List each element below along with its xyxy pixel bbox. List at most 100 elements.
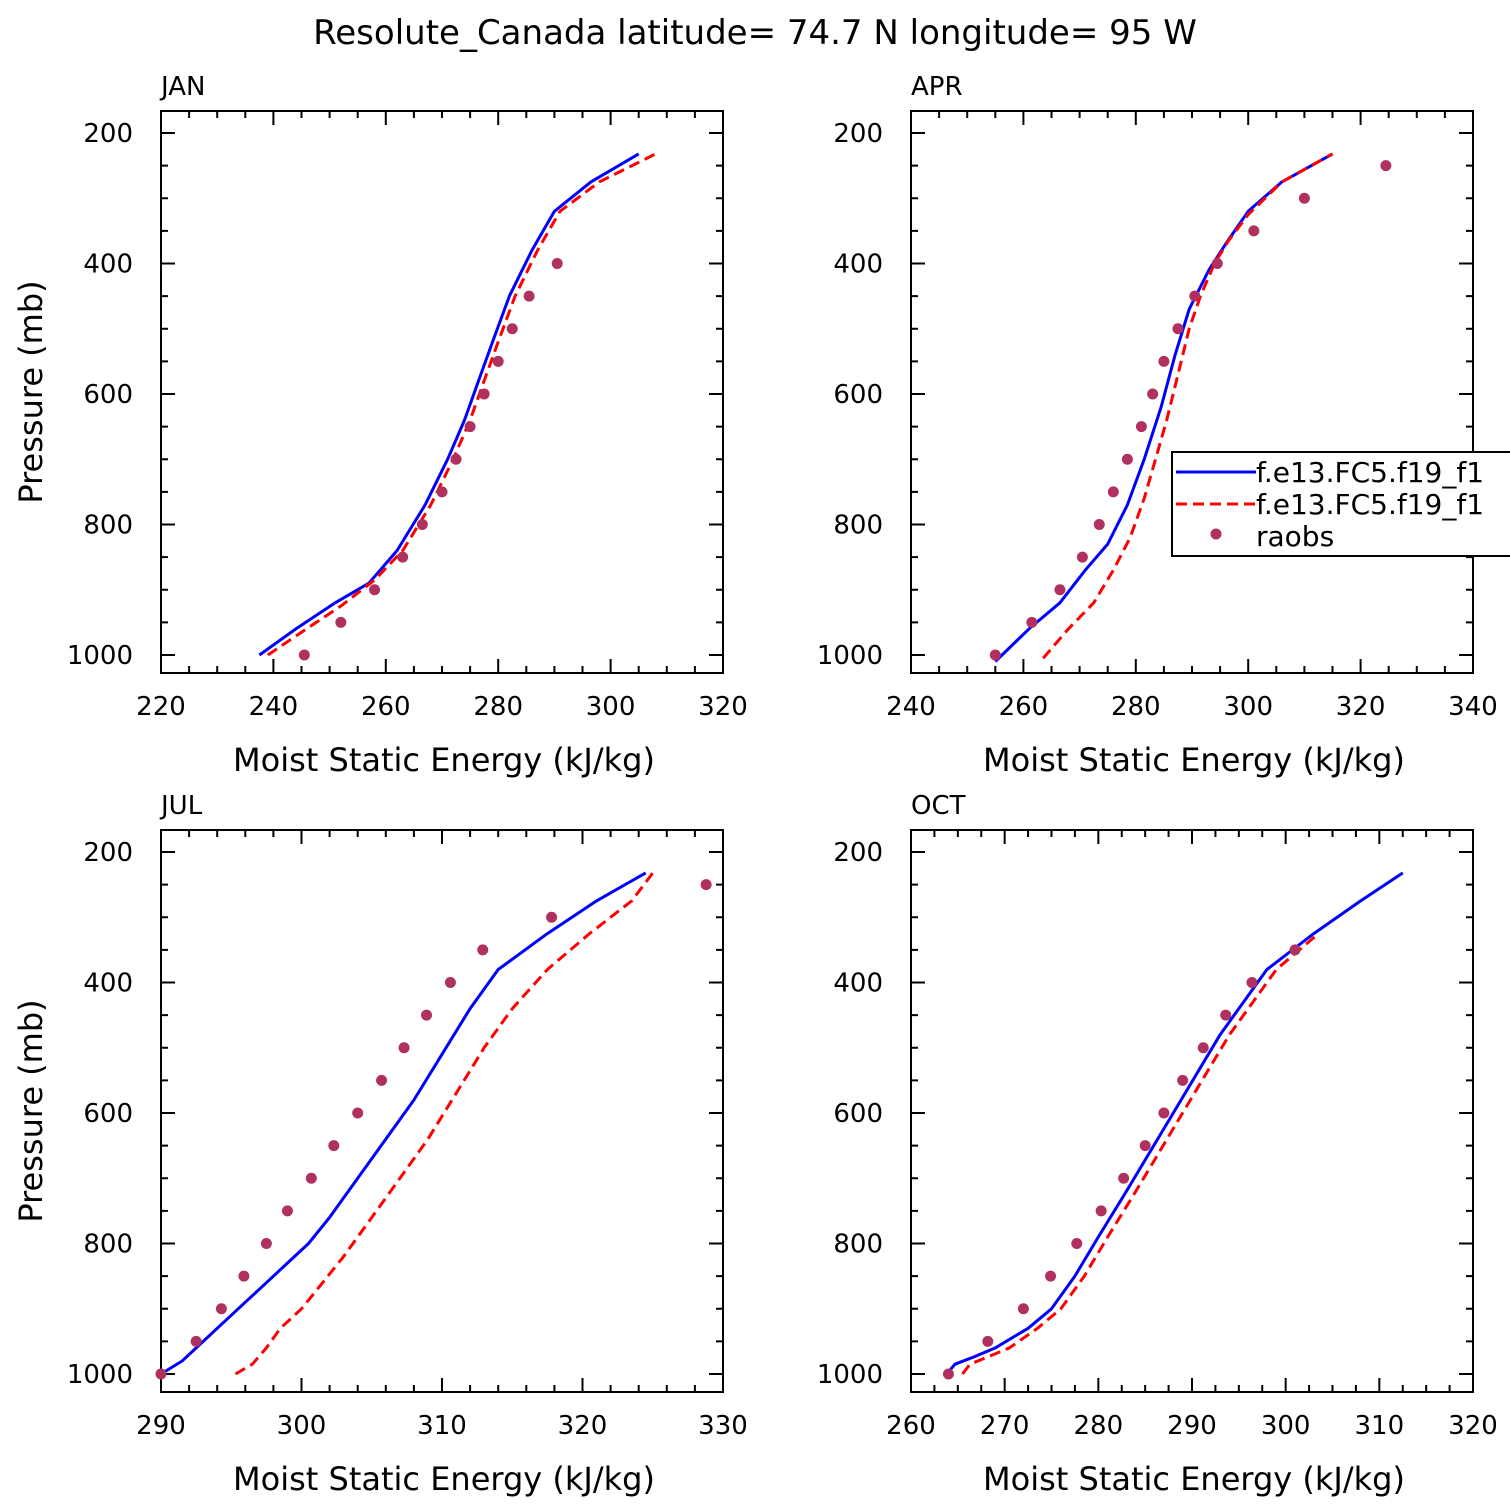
x-tick-label: 290 [1167,1411,1217,1441]
y-tick-label: 800 [83,511,133,541]
x-tick-label: 240 [249,692,299,722]
panel-label: OCT [911,791,966,821]
raobs-point [436,486,448,498]
y-tick-label: 600 [83,380,133,410]
x-axis-title: Moist Static Energy (kJ/kg) [233,741,655,779]
x-tick-label: 320 [1336,692,1386,722]
x-axis-title: Moist Static Energy (kJ/kg) [233,1460,655,1498]
y-tick-label: 600 [833,380,883,410]
raobs-point [305,1172,317,1184]
raobs-point [1248,225,1260,237]
y-tick-label: 200 [83,119,133,149]
x-tick-label: 310 [1355,1411,1405,1441]
x-tick-label: 300 [1223,692,1273,722]
y-tick-label: 200 [83,838,133,868]
panel-apr: 240 260 280 300 320 340 200 400 600 800 1000 APR Moi… [817,72,1498,779]
x-tick-label: 320 [698,692,748,722]
plot-frame [910,110,1474,674]
y-tick-label: 400 [83,969,133,999]
raobs-point [260,1238,272,1249]
raobs-point [155,1368,167,1380]
raobs-point [335,616,347,628]
raobs-point [989,649,1001,661]
raobs-point [421,1009,433,1021]
series-line-dashed [266,152,657,657]
y-tick-label: 1000 [67,641,133,671]
y-tick-label: 1000 [67,1360,133,1390]
raobs-point [546,911,558,923]
raobs-point [1380,160,1392,172]
raobs-point [464,421,476,433]
raobs-point [1139,1140,1151,1152]
y-tick-label: 400 [833,250,883,280]
x-tick-label: 320 [1448,1411,1498,1441]
series-line-solid [945,871,1404,1375]
raobs-point [477,944,489,956]
y-tick-label: 800 [833,511,883,541]
raobs-point [1093,519,1105,530]
series-line-dashed [961,932,1320,1375]
raobs-point [942,1368,954,1380]
y-tick-label: 200 [833,838,883,868]
raobs-point [492,355,504,367]
raobs-point [1121,453,1133,465]
y-tick-label: 400 [833,969,883,999]
figure-title: Resolute_Canada latitude= 74.7 N longitu… [313,13,1197,53]
plot-frame [910,829,1474,1393]
x-tick-label: 240 [886,692,936,722]
raobs-point [1135,421,1147,433]
raobs-point [478,388,490,400]
x-tick-label: 280 [1074,1411,1124,1441]
raobs-point [1177,1074,1189,1086]
y-tick-label: 1000 [817,1360,883,1390]
series-line-dashed [1041,152,1334,660]
panel-oct: 260 270 280 290 300 310 320 200 400 600 800 1000 OCT… [817,791,1498,1498]
raobs-point [1172,323,1184,335]
raobs-point [1189,290,1201,302]
x-tick-label: 280 [473,692,523,722]
raobs-point [700,879,712,891]
raobs-point [352,1107,364,1119]
series-line-solid [258,152,640,657]
series-line-solid [994,152,1334,663]
raobs-point [1147,388,1159,400]
y-axis-title: Pressure (mb) [12,999,50,1222]
x-axis-title: Moist Static Energy (kJ/kg) [983,741,1405,779]
panel-jul: 290 300 310 320 330 200 400 600 800 1000 JUL Moist … [12,791,748,1498]
x-tick-label: 300 [586,692,636,722]
y-tick-label: 1000 [817,641,883,671]
raobs-point [450,453,462,465]
raobs-point [298,649,310,661]
raobs-point [444,977,456,988]
panel-jan: 220 240 260 280 300 320 200 400 600 800 1000 JAN Moi… [12,72,748,779]
x-tick-label: 260 [999,692,1049,722]
legend-label: f.e13.FC5.f19_f1 [1256,456,1484,489]
x-tick-label: 220 [136,692,186,722]
raobs-point [328,1140,340,1152]
panel-label: APR [911,72,963,102]
raobs-point [376,1074,388,1086]
raobs-point [397,551,409,563]
raobs-point [982,1335,994,1347]
y-axis-title: Pressure (mb) [12,280,50,503]
y-tick-label: 600 [83,1099,133,1129]
x-tick-label: 260 [886,1411,936,1441]
panel-label: JUL [159,791,203,821]
raobs-point [1095,1205,1107,1217]
x-tick-label: 300 [277,1411,327,1441]
legend-label: raobs [1256,520,1334,553]
plot-frame [160,829,724,1393]
y-tick-label: 600 [833,1099,883,1129]
panel-label: JAN [159,72,205,102]
x-tick-label: 300 [1261,1411,1311,1441]
raobs-point [1197,1042,1209,1054]
raobs-point [1054,584,1066,596]
y-tick-label: 800 [83,1230,133,1260]
x-tick-label: 290 [136,1411,186,1441]
y-tick-label: 400 [83,250,133,280]
raobs-point [281,1205,293,1217]
raobs-point [551,258,563,269]
raobs-point [1076,551,1088,563]
x-tick-label: 340 [1448,692,1498,722]
